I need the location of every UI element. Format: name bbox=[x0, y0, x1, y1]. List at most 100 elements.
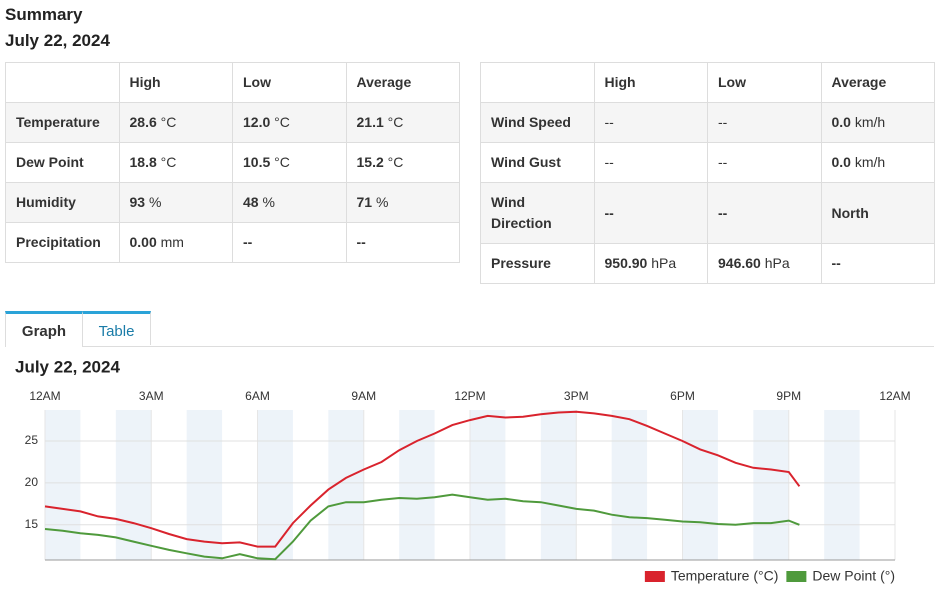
header-row: High Low Average bbox=[480, 62, 935, 103]
x-tick-label: 3AM bbox=[139, 389, 164, 403]
x-tick-label: 6AM bbox=[245, 389, 270, 403]
table-body: Wind Speed -- -- 0.0 km/h Wind Gust -- -- 0.0 k… bbox=[480, 102, 935, 284]
legend-swatch bbox=[786, 571, 807, 582]
cell: 946.60 hPa bbox=[707, 243, 822, 284]
cell: 0.00 mm bbox=[118, 222, 233, 263]
header-cell: Low bbox=[707, 62, 822, 103]
row-label: Dew Point bbox=[5, 142, 120, 183]
hour-band bbox=[682, 410, 718, 560]
header-cell: High bbox=[593, 62, 708, 103]
header-row: High Low Average bbox=[5, 62, 460, 103]
row: Temperature 28.6 °C 12.0 °C 21.1 °C bbox=[5, 102, 460, 143]
cell: -- bbox=[593, 102, 708, 143]
hour-band bbox=[399, 410, 435, 560]
row: Wind Direction -- -- North bbox=[480, 182, 935, 244]
cell: 21.1 °C bbox=[345, 102, 460, 143]
hour-band bbox=[611, 410, 648, 560]
legend-label: Temperature (°C) bbox=[671, 568, 779, 584]
row-label: Wind Speed bbox=[480, 102, 595, 143]
hour-band bbox=[45, 410, 81, 560]
row-label: Precipitation bbox=[5, 222, 120, 263]
summary-table: High Low Average Wind Speed -- -- 0.0 km/h Wind… bbox=[480, 62, 935, 284]
cell: 10.5 °C bbox=[232, 142, 347, 183]
cell-value: 0.0 bbox=[831, 154, 851, 170]
cell: 71 % bbox=[345, 182, 460, 223]
cell: 0.0 km/h bbox=[820, 142, 935, 183]
cell-value: 0.0 bbox=[831, 114, 851, 130]
header-cell bbox=[480, 62, 595, 103]
header-cell bbox=[5, 62, 120, 103]
legend-label: Dew Point (°) bbox=[812, 568, 895, 584]
legend-swatch bbox=[644, 571, 665, 582]
cell-unit: °C bbox=[387, 114, 404, 130]
x-tick-label: 9AM bbox=[351, 389, 376, 403]
row-label: Humidity bbox=[5, 182, 120, 223]
cell: 12.0 °C bbox=[232, 102, 347, 143]
cell: -- bbox=[345, 222, 460, 263]
hour-band bbox=[470, 410, 506, 560]
chart: July 22, 2024 12AM 3AM 6AM 9AM 12PM 3PM 6PM 9PM… bbox=[15, 357, 911, 584]
cell-unit: °C bbox=[274, 154, 290, 170]
x-tick-label: 9PM bbox=[776, 389, 801, 403]
summary-date: July 22, 2024 bbox=[5, 31, 110, 50]
x-tick-label: 6PM bbox=[670, 389, 695, 403]
tab[interactable]: Graph bbox=[5, 311, 83, 347]
cell-text: -- bbox=[718, 114, 728, 130]
row-label: Pressure bbox=[480, 243, 595, 284]
y-tick-label: 25 bbox=[25, 433, 39, 447]
cell-value: 48 bbox=[243, 194, 259, 210]
tab[interactable]: Table bbox=[82, 311, 151, 345]
cell-unit: hPa bbox=[764, 255, 790, 271]
row-label: Temperature bbox=[5, 102, 120, 143]
x-tick-label: 3PM bbox=[564, 389, 589, 403]
row: Humidity 93 % 48 % 71 % bbox=[5, 182, 460, 223]
cell-value: 12.0 bbox=[243, 114, 271, 130]
cell-unit: °C bbox=[274, 114, 290, 130]
cell: -- bbox=[232, 222, 347, 263]
series-line bbox=[44, 410, 801, 548]
hour-band bbox=[753, 410, 789, 560]
row-label: Wind Direction bbox=[480, 182, 595, 244]
summary-table: High Low Average Temperature 28.6 °C 12.0 °C 2… bbox=[5, 62, 460, 263]
cell: -- bbox=[707, 142, 822, 183]
tab-bar: Graph Table bbox=[5, 311, 934, 347]
row: Pressure 950.90 hPa 946.60 hPa -- bbox=[480, 243, 935, 284]
cell-value: -- bbox=[718, 204, 728, 221]
y-tick-label: 15 bbox=[25, 517, 39, 531]
cell-value: 28.6 bbox=[129, 114, 157, 130]
hour-band bbox=[115, 410, 152, 560]
cell-text: -- bbox=[718, 154, 728, 170]
cell-value: 950.90 bbox=[604, 255, 648, 271]
row: Wind Gust -- -- 0.0 km/h bbox=[480, 142, 935, 183]
cell-value: 21.1 bbox=[356, 114, 384, 130]
cell-value: -- bbox=[604, 204, 614, 221]
cell-value: 0.00 bbox=[129, 234, 157, 250]
cell-value: 18.8 bbox=[129, 154, 157, 170]
table-head: High Low Average bbox=[5, 62, 460, 103]
cell-value: -- bbox=[831, 255, 841, 271]
cell-value: -- bbox=[356, 234, 366, 250]
cell-value: 15.2 bbox=[356, 154, 384, 170]
cell-unit: °C bbox=[160, 114, 177, 130]
cell: -- bbox=[593, 142, 708, 183]
hour-band bbox=[824, 410, 860, 560]
cell: 18.8 °C bbox=[118, 142, 233, 183]
x-tick-label: 12PM bbox=[454, 389, 485, 403]
row-label: Wind Gust bbox=[480, 142, 595, 183]
x-tick-label: 12AM bbox=[879, 389, 910, 403]
cell-value: 93 bbox=[129, 194, 146, 210]
header-cell: High bbox=[118, 62, 233, 103]
row: Precipitation 0.00 mm -- -- bbox=[5, 222, 460, 263]
series-line bbox=[44, 493, 800, 561]
cell-value: North bbox=[831, 204, 869, 221]
cell-unit: % bbox=[262, 194, 275, 210]
cell: 93 % bbox=[118, 182, 233, 223]
table-body: Temperature 28.6 °C 12.0 °C 21.1 °C Dew Poin… bbox=[5, 102, 460, 263]
summary-title: Summary bbox=[5, 5, 83, 24]
header-cell: Average bbox=[820, 62, 935, 103]
cell-value: 10.5 bbox=[243, 154, 271, 170]
hour-band bbox=[257, 410, 293, 560]
header-cell: Low bbox=[232, 62, 347, 103]
chart-title: July 22, 2024 bbox=[15, 357, 120, 376]
